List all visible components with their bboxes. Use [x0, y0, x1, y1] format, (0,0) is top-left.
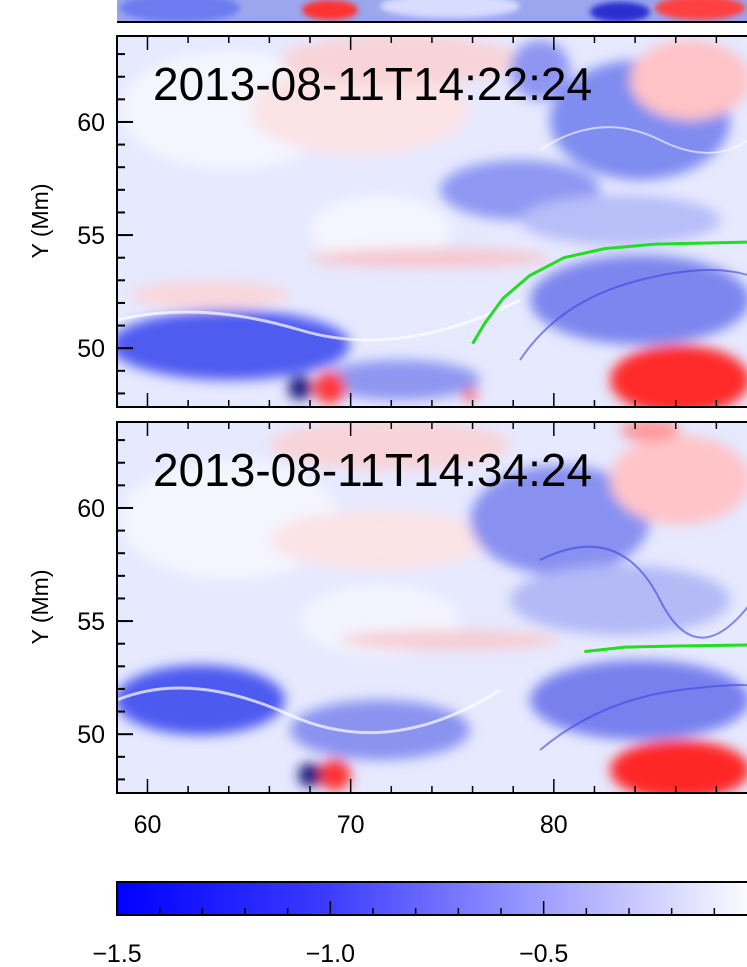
- panel-1-x-ticks: [146, 36, 718, 407]
- x-tick-label: 80: [540, 811, 568, 839]
- y-tick-label: 50: [77, 721, 105, 749]
- panel-1-field-line: [471, 240, 747, 345]
- panel-1: 50 55 60 Y (Mm) 2013-08-11T14:22:24: [27, 35, 747, 408]
- partial-panel-top: [117, 0, 747, 22]
- colorbar: −1.5 −1.0 −0.5: [92, 881, 747, 967]
- panel-2-x-ticks: 60 70 80: [134, 422, 718, 839]
- y-tick-label: 55: [77, 222, 105, 250]
- panel-1-image: [117, 36, 747, 407]
- y-tick-label: 60: [77, 495, 105, 523]
- panel-1-timestamp: 2013-08-11T14:22:24: [153, 58, 592, 110]
- colorbar-ticks: −1.5 −1.0 −0.5: [92, 901, 716, 967]
- panel-2-y-ticks: 50 55 60: [77, 439, 133, 781]
- y-tick-label: 55: [77, 608, 105, 636]
- colorbar-tick-label: −1.0: [306, 940, 355, 967]
- panel-2-timestamp: 2013-08-11T14:34:24: [153, 444, 592, 496]
- panel-1-y-ticks: 50 55 60: [77, 53, 133, 395]
- y-tick-label: 60: [77, 109, 105, 137]
- panel-2-image: [117, 422, 747, 793]
- panel-2-y-axis-label: Y (Mm): [27, 570, 53, 645]
- panel-1-y-axis-label: Y (Mm): [27, 184, 53, 259]
- colorbar-tick-label: −0.5: [519, 940, 568, 967]
- colorbar-tick-label: −1.5: [92, 940, 141, 967]
- panel-2-field-line: [584, 643, 747, 654]
- x-tick-label: 70: [337, 811, 365, 839]
- panel-2: 50 55 60 60 70 80 Y (Mm) 2013-08-11T14:34:24: [27, 421, 747, 839]
- x-tick-label: 60: [134, 811, 162, 839]
- y-tick-label: 50: [77, 335, 105, 363]
